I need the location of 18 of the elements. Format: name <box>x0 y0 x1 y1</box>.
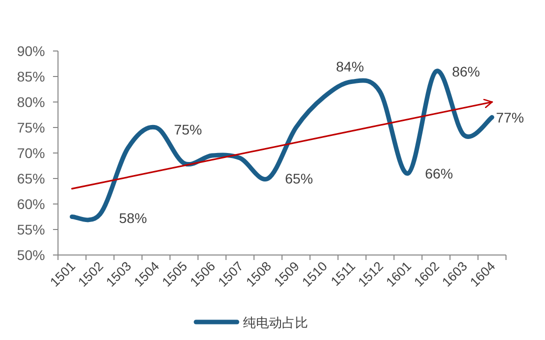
annotation: 66% <box>424 165 454 182</box>
y-tick-label: 55% <box>16 222 45 238</box>
annotation: 75% <box>174 122 202 138</box>
annotation: 84% <box>336 58 364 75</box>
y-tick-label: 70% <box>16 145 45 161</box>
y-tick-label: 50% <box>16 247 45 263</box>
y-tick-label: 80% <box>16 94 45 110</box>
legend-label: 纯电动占比 <box>243 315 308 330</box>
annotation: 77% <box>496 109 524 126</box>
y-tick-label: 90% <box>16 43 45 59</box>
legend: 纯电动占比 <box>194 315 308 330</box>
annotation: 65% <box>284 170 314 186</box>
y-tick-label: 60% <box>16 196 45 212</box>
y-tick-label: 75% <box>16 120 45 136</box>
y-tick-label: 65% <box>16 170 45 186</box>
y-tick-label: 85% <box>16 68 45 84</box>
annotation: 58% <box>118 210 148 226</box>
annotation: 86% <box>452 63 480 80</box>
